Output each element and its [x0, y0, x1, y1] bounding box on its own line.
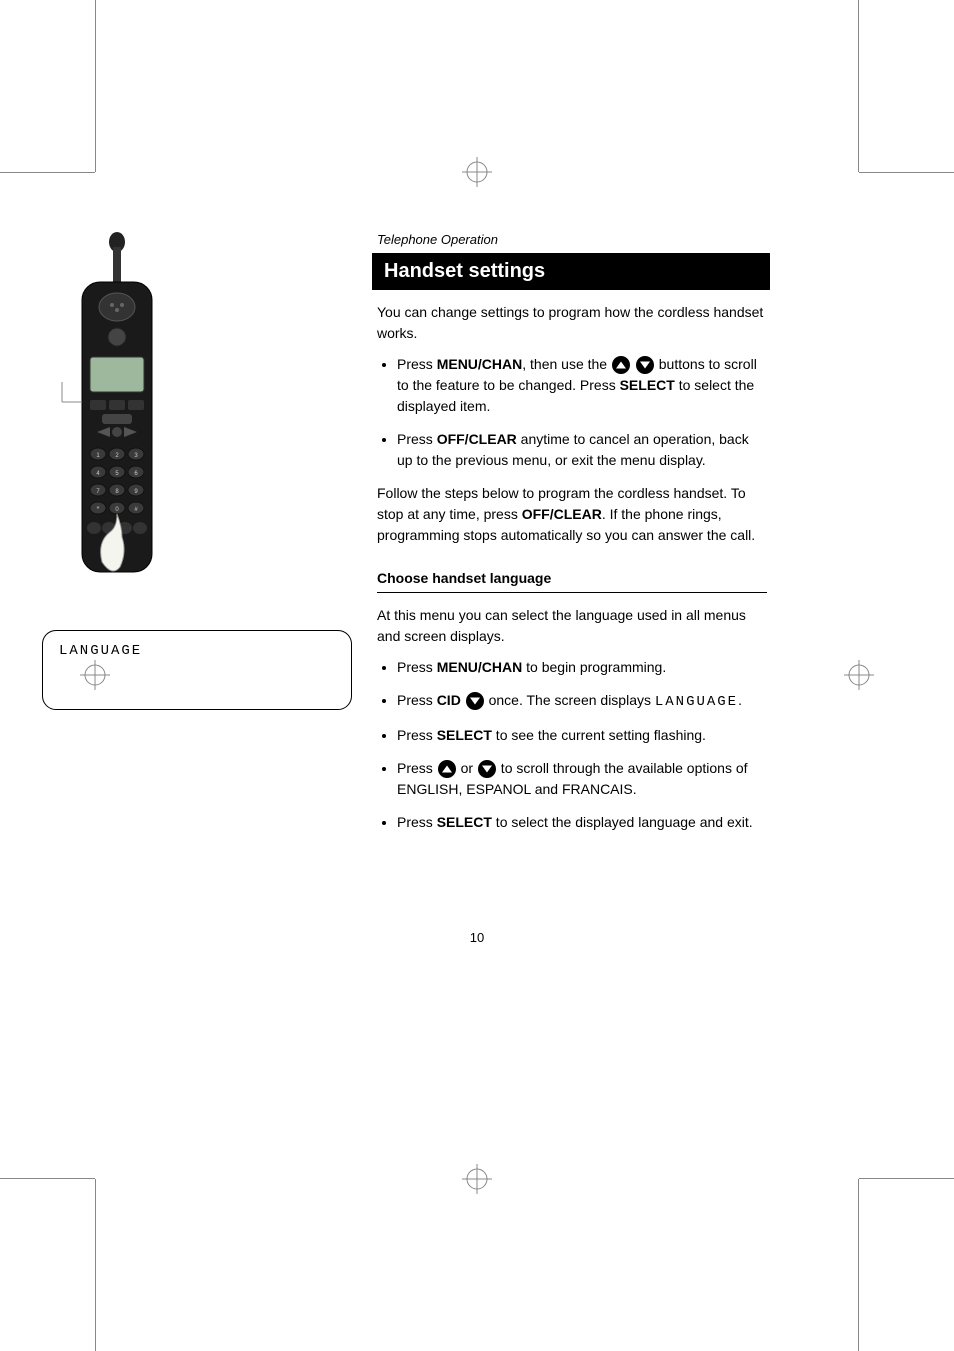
- page-content: 1 2 3 4 5 6 7 8 9 * 0 # Telephone Operat…: [182, 232, 772, 845]
- list-item: Press SELECT to select the displayed lan…: [397, 812, 767, 833]
- svg-text:*: *: [97, 506, 100, 513]
- list-item: Press or to scroll through the available…: [397, 758, 767, 800]
- follow-paragraph: Follow the steps below to program the co…: [377, 483, 767, 546]
- crop-mark: [858, 1179, 859, 1351]
- crop-mark: [859, 172, 954, 173]
- steps-list: Press MENU/CHAN to begin programming. Pr…: [397, 657, 767, 833]
- list-item: Press CID once. The screen displays LANG…: [397, 690, 767, 713]
- section-label: Telephone Operation: [377, 232, 772, 247]
- handset-illustration: 1 2 3 4 5 6 7 8 9 * 0 #: [42, 232, 192, 607]
- up-arrow-icon: [612, 356, 630, 374]
- list-item: Press SELECT to see the current setting …: [397, 725, 767, 746]
- crop-mark: [95, 1179, 96, 1351]
- crop-mark: [859, 1178, 954, 1179]
- registration-mark: [462, 157, 492, 187]
- list-item: Press MENU/CHAN to begin programming.: [397, 657, 767, 678]
- registration-mark: [462, 1164, 492, 1194]
- sub-intro: At this menu you can select the language…: [377, 605, 767, 647]
- lcd-text: LANGUAGE: [59, 643, 142, 659]
- subheading: Choose handset language: [377, 568, 767, 593]
- crop-mark: [0, 1178, 95, 1179]
- list-item: Press OFF/CLEAR anytime to cancel an ope…: [397, 429, 767, 471]
- down-arrow-icon: [466, 692, 484, 710]
- crop-mark: [858, 0, 859, 172]
- crop-mark: [0, 172, 95, 173]
- intro-paragraph: You can change settings to program how t…: [377, 302, 767, 344]
- page-number: 10: [182, 930, 772, 945]
- lcd-display-callout: LANGUAGE: [42, 630, 352, 710]
- up-arrow-icon: [438, 760, 456, 778]
- registration-mark: [844, 660, 874, 690]
- down-arrow-icon: [636, 356, 654, 374]
- intro-bullet-list: Press MENU/CHAN, then use the buttons to…: [397, 354, 767, 471]
- crop-mark: [95, 0, 96, 172]
- list-item: Press MENU/CHAN, then use the buttons to…: [397, 354, 767, 417]
- body-column: You can change settings to program how t…: [377, 302, 767, 833]
- page-heading: Handset settings: [372, 253, 770, 290]
- down-arrow-icon: [478, 760, 496, 778]
